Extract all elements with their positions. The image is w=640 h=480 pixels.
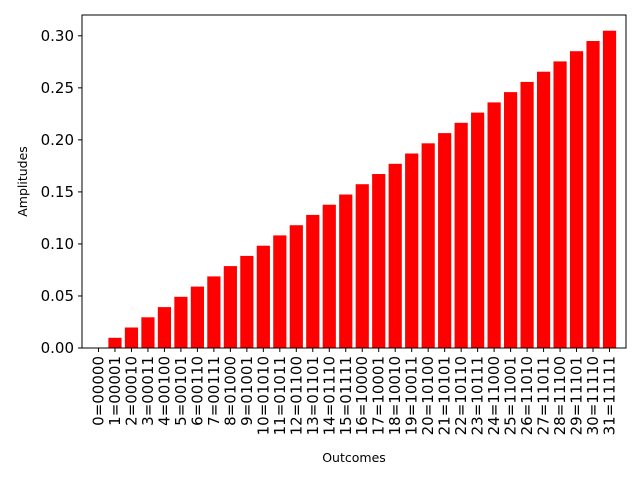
x-tick-label: 31=11111 (601, 356, 619, 435)
x-tick-label: 5=00101 (172, 356, 190, 426)
x-tick-label: 15=01111 (337, 356, 355, 435)
bar (471, 112, 485, 348)
y-tick-label: 0.30 (41, 27, 74, 45)
bar (388, 163, 402, 348)
x-tick-label: 11=01011 (271, 356, 289, 435)
plot-frame (81, 14, 627, 349)
y-tick-label: 0.20 (41, 131, 74, 149)
x-tick-label: 30=11110 (584, 356, 602, 435)
x-tick-label: 19=10011 (403, 356, 421, 435)
y-axis-title: Amplitudes (15, 146, 30, 217)
bar (157, 307, 172, 348)
plot-area (82, 15, 626, 348)
bar (273, 235, 287, 348)
x-tick-label: 18=10010 (386, 356, 404, 435)
x-tick-label: 22=10110 (452, 356, 470, 435)
bar (536, 71, 551, 349)
x-tick-label: 1=00001 (106, 356, 124, 426)
y-tick-label: 0.05 (41, 287, 74, 305)
y-axis: 0.00 0.05 0.10 0.15 0.20 0.25 0.30 (41, 27, 82, 357)
y-tick-label: 0.25 (41, 79, 74, 97)
x-tick-label: 4=00100 (155, 356, 173, 426)
x-tick-label: 26=11010 (518, 356, 536, 435)
x-tick-label: 20=10100 (419, 356, 437, 435)
bar (355, 184, 369, 348)
bar (454, 122, 468, 348)
x-tick-label: 7=00111 (205, 356, 223, 426)
bar (372, 174, 386, 348)
x-tick-label: 27=11011 (535, 356, 553, 435)
bar (487, 102, 501, 348)
bar (223, 266, 237, 348)
bar (124, 327, 139, 348)
x-tick-label: 24=11000 (485, 356, 503, 435)
x-tick-label: 6=00110 (188, 356, 206, 426)
bar (289, 225, 303, 348)
x-tick-label: 28=11100 (551, 356, 569, 435)
bar (569, 51, 584, 349)
y-tick-label: 0.00 (41, 339, 74, 357)
x-tick-label: 17=10001 (370, 356, 388, 435)
bar (190, 286, 204, 348)
bar (586, 41, 600, 349)
bar (322, 204, 336, 348)
y-tick-label: 0.15 (41, 183, 74, 201)
bar (174, 296, 188, 348)
bar (553, 61, 567, 348)
bar (306, 214, 320, 348)
bars-group (108, 30, 617, 349)
bar (438, 133, 452, 348)
x-tick-label: 25=11001 (502, 356, 520, 435)
x-tick-label: 8=01000 (221, 356, 239, 426)
x-tick-label: 21=10101 (436, 356, 454, 435)
bar (256, 245, 270, 348)
bar (520, 81, 534, 348)
bar (421, 143, 435, 348)
x-tick-label: 0=00000 (89, 356, 107, 426)
x-tick-label: 16=10000 (353, 356, 371, 435)
bar (207, 276, 221, 348)
x-tick-label: 29=11101 (568, 356, 586, 435)
bar (108, 337, 122, 348)
bar (240, 255, 254, 348)
x-tick-label: 3=00011 (139, 356, 157, 426)
x-axis: 0=000001=000012=000103=000114=001005=001… (89, 348, 619, 435)
x-tick-label: 10=01010 (254, 356, 272, 435)
x-tick-label: 14=01110 (320, 356, 338, 435)
bar (504, 92, 518, 348)
bar (141, 317, 155, 348)
x-tick-label: 9=01001 (238, 356, 256, 426)
x-tick-label: 13=01101 (304, 356, 322, 435)
y-tick-label: 0.10 (41, 235, 74, 253)
x-tick-label: 23=10111 (469, 356, 487, 435)
x-axis-title: Outcomes (322, 450, 386, 465)
x-tick-label: 12=01100 (287, 356, 305, 435)
bar (602, 30, 617, 349)
bar (405, 153, 419, 348)
x-tick-label: 2=00010 (122, 356, 140, 426)
bar (339, 194, 353, 348)
